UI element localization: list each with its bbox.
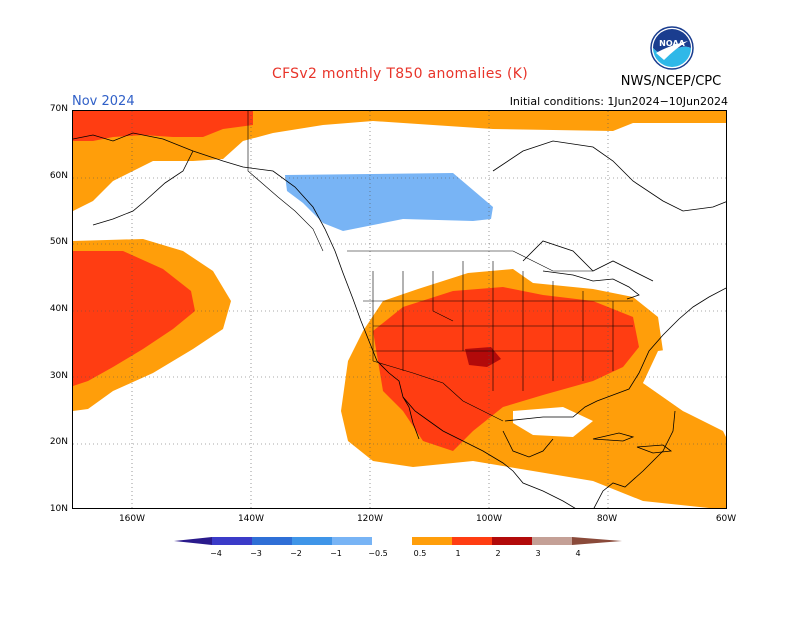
legend-tick-4: 4 <box>575 549 580 558</box>
lon-label-160w: 160W <box>118 514 146 524</box>
legend-tick-neg3: −3 <box>250 549 262 558</box>
anomaly-fields <box>73 111 726 508</box>
color-legend: −4 −3 −2 −1 −0.5 0.5 1 2 3 4 <box>174 537 622 558</box>
anomaly-red-arctic <box>73 111 253 141</box>
coastlines <box>73 132 726 508</box>
noaa-logo: NOAA <box>650 26 694 70</box>
lon-label-140w: 140W <box>237 514 265 524</box>
legend-swatch-4-3 <box>212 537 252 545</box>
agency-label: NWS/NCEP/CPC <box>620 74 722 89</box>
legend-swatch-neutral <box>372 537 412 545</box>
legend-tick-neg4: −4 <box>210 549 222 558</box>
lon-label-60w: 60W <box>715 514 737 524</box>
legend-swatch-2-3 <box>492 537 532 545</box>
graticule <box>73 111 726 508</box>
lon-label-100w: 100W <box>475 514 503 524</box>
lat-label-20n: 20N <box>49 437 68 447</box>
legend-swatch-2-1 <box>292 537 332 545</box>
legend-swatch-1-2 <box>452 537 492 545</box>
lat-label-10n: 10N <box>49 504 68 514</box>
legend-swatch-gt-4 <box>572 537 622 545</box>
anomaly-neutral-south <box>473 471 553 508</box>
legend-swatch-lt-4 <box>174 537 212 545</box>
legend-swatch-3-4 <box>532 537 572 545</box>
lat-label-30n: 30N <box>49 371 68 381</box>
forecast-month: Nov 2024 <box>72 94 135 109</box>
legend-tick-3: 3 <box>535 549 540 558</box>
lon-label-120w: 120W <box>356 514 384 524</box>
map-title: CFSv2 monthly T850 anomalies (K) <box>272 66 528 82</box>
initial-conditions: Initial conditions: 1Jun2024−10Jun2024 <box>509 95 728 108</box>
lon-label-80w: 80W <box>596 514 618 524</box>
legend-tick-neg2: −2 <box>290 549 302 558</box>
legend-swatch-1-05 <box>332 537 372 545</box>
anomaly-blue-canada <box>285 173 493 231</box>
lat-label-50n: 50N <box>49 237 68 247</box>
anomaly-red-us <box>373 287 639 451</box>
legend-swatches <box>174 537 622 545</box>
anomaly-neutral-atlantic <box>643 341 726 431</box>
legend-tick-neg05: −0.5 <box>368 549 387 558</box>
legend-tick-05: 0.5 <box>414 549 427 558</box>
lat-label-40n: 40N <box>49 304 68 314</box>
legend-tick-neg1: −1 <box>330 549 342 558</box>
anomaly-map <box>72 110 727 509</box>
lat-label-60n: 60N <box>49 171 68 181</box>
lat-label-70n: 70N <box>49 104 68 114</box>
borders <box>247 111 633 422</box>
noaa-logo-text: NOAA <box>659 39 685 48</box>
legend-ticks: −4 −3 −2 −1 −0.5 0.5 1 2 3 4 <box>210 549 580 558</box>
anomaly-darkred-hotspot <box>465 347 501 367</box>
anomaly-map-canvas <box>73 111 726 508</box>
anomaly-orange-arctic <box>73 111 726 211</box>
legend-swatch-05-1 <box>412 537 452 545</box>
legend-tick-2: 2 <box>495 549 500 558</box>
legend-tick-1: 1 <box>455 549 460 558</box>
legend-swatch-3-2 <box>252 537 292 545</box>
anomaly-neutral-gulf <box>513 407 593 437</box>
anomaly-red-pacific <box>73 251 195 386</box>
